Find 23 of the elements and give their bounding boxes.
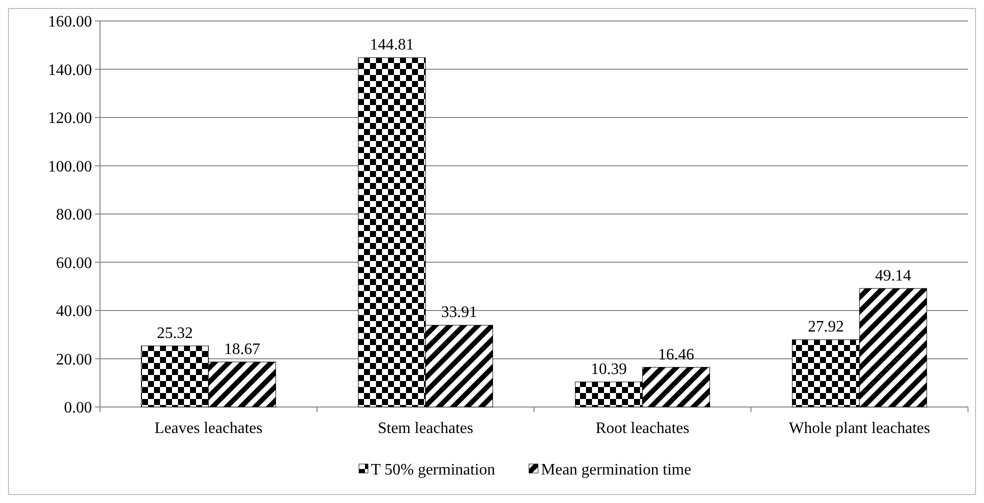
y-tick-label: 20.00 xyxy=(56,351,92,368)
data-label: 10.39 xyxy=(590,360,627,378)
x-tick-label: Stem leachates xyxy=(378,420,474,437)
y-tick-label: 40.00 xyxy=(56,303,92,320)
y-tick-label: 100.00 xyxy=(48,158,92,176)
y-tick-label: 140.00 xyxy=(48,62,92,79)
y-tick-label: 160.00 xyxy=(48,14,92,31)
y-tick-label: 60.00 xyxy=(56,254,92,272)
data-label: 27.92 xyxy=(808,318,844,336)
x-tick-label: Whole plant leachates xyxy=(788,420,930,437)
data-label: 33.91 xyxy=(441,304,478,322)
data-label: 18.67 xyxy=(224,340,260,358)
data-label: 25.32 xyxy=(156,324,193,342)
x-tick-label: Root leachates xyxy=(596,420,690,437)
y-tick-label: 0.00 xyxy=(64,400,92,417)
data-label: 49.14 xyxy=(875,267,912,284)
data-label: 144.81 xyxy=(370,36,414,54)
y-tick-label: 120.00 xyxy=(48,110,92,128)
legend-label: T 50% germination xyxy=(371,462,496,479)
data-label: 16.46 xyxy=(658,346,694,364)
y-tick-label: 80.00 xyxy=(56,206,92,224)
legend-label: Mean germination time xyxy=(541,462,692,479)
x-tick-label: Leaves leachates xyxy=(154,420,262,437)
